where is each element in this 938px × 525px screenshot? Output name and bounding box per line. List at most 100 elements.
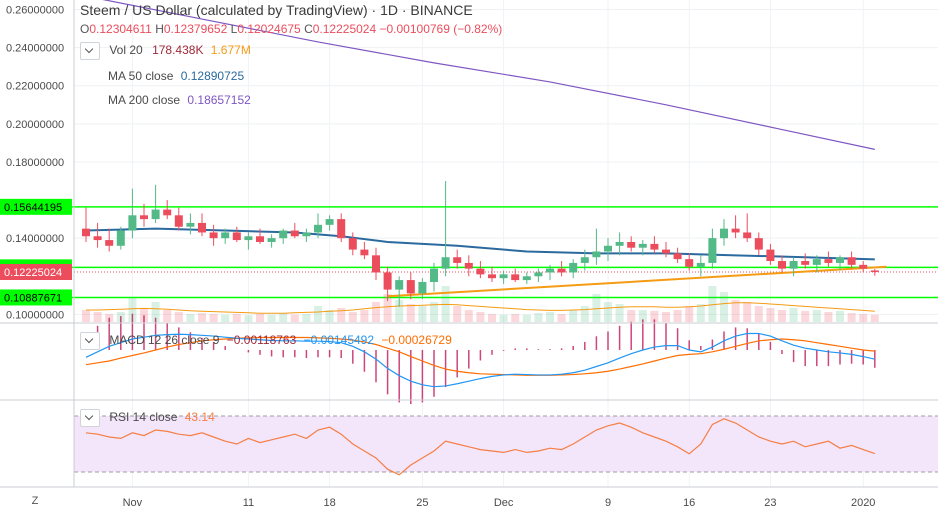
candle-body — [453, 257, 462, 263]
candle-body — [337, 219, 346, 239]
volume-bar — [743, 302, 752, 322]
upper-level-label: 0.15644195 — [4, 202, 62, 214]
time-tick-label: 16 — [683, 497, 695, 509]
horizontal-levels — [0, 206, 938, 299]
candle-body — [754, 238, 763, 250]
candle-body — [546, 268, 554, 273]
volume-bar — [592, 294, 601, 322]
candle-body — [685, 259, 694, 267]
volume-bar — [430, 302, 438, 322]
rsi-pane — [74, 415, 938, 476]
rsi-value: 43.14 — [184, 410, 215, 425]
zoom-reset-button[interactable]: Z — [31, 495, 39, 507]
change-value: −0.00100769 (−0.82%) — [379, 22, 503, 36]
collapse-rsi-button[interactable] — [80, 409, 100, 427]
time-tick-label: 11 — [243, 497, 254, 509]
volume-bar — [812, 310, 821, 322]
volume-bar — [232, 314, 241, 322]
candle-body — [662, 249, 670, 254]
candle-body — [441, 257, 450, 269]
candle-body — [708, 238, 717, 263]
candle-body — [314, 224, 322, 233]
volume-bar — [778, 310, 786, 322]
price-tick-label: 0.10000000 — [6, 309, 64, 321]
ma50-value: 0.12890725 — [180, 69, 245, 83]
candle-body — [406, 280, 415, 294]
symbol-title: Steem / US Dollar (calculated by Trading… — [80, 2, 473, 18]
candle-body — [290, 230, 299, 237]
axes: 0.26000000 0.24000000 0.22000000 0.20000000… — [0, 0, 938, 509]
volume-bar — [488, 314, 496, 322]
candle-body — [82, 228, 90, 237]
rsi-legend: RSI 14 close 43.14 — [80, 409, 215, 427]
candle-body — [302, 232, 311, 237]
macd-legend: MACD 12 26 close 9 −0.00118763 −0.001454… — [80, 332, 452, 350]
price-tick-label: 0.26000000 — [6, 5, 64, 17]
candle-body — [256, 236, 264, 242]
volume-bar — [209, 314, 218, 322]
price-tick-label: 0.14000000 — [6, 233, 64, 245]
candle-body — [673, 253, 682, 260]
volume-bar — [569, 310, 578, 322]
candle-body — [140, 215, 148, 220]
time-tick-label: 25 — [416, 497, 428, 509]
candle-body — [720, 228, 728, 239]
candle-body — [198, 222, 206, 233]
volume-bar — [267, 314, 276, 322]
ma200-legend: MA 200 close 0.18657152 — [108, 93, 251, 107]
candle-body — [488, 274, 496, 279]
volume-bar — [754, 306, 763, 322]
volume-bar — [314, 306, 322, 322]
close-label: C — [304, 22, 313, 36]
candle-body — [638, 243, 647, 248]
collapse-indicators-button[interactable] — [80, 42, 100, 60]
ma200-label: MA 200 close — [108, 93, 181, 107]
candle-body — [464, 262, 473, 269]
volume-bar — [302, 314, 311, 322]
candle-body — [615, 241, 624, 246]
time-tick-label: 18 — [323, 497, 335, 509]
candle-body — [430, 268, 438, 282]
volume-bar — [453, 306, 462, 322]
candle-body — [812, 259, 821, 265]
volume-bar — [383, 294, 392, 322]
volume-bar — [534, 313, 543, 322]
close-value: 0.12225024 — [312, 22, 377, 36]
volume-bar — [638, 310, 647, 322]
upper-level-label-box — [0, 198, 72, 215]
time-tick-label: Dec — [494, 497, 514, 509]
volume-bar — [522, 314, 531, 322]
volume-bar — [174, 312, 183, 322]
collapse-macd-button[interactable] — [80, 332, 100, 350]
volume-bar — [360, 310, 369, 322]
candlesticks[interactable] — [82, 181, 879, 307]
volume-bar — [93, 312, 102, 322]
volume-bar — [348, 312, 357, 322]
candle-body — [766, 249, 775, 262]
macd-signal-line — [85, 336, 875, 376]
candle-body — [534, 272, 543, 277]
volume-bar — [82, 310, 90, 322]
volume-bar — [163, 310, 172, 322]
vol-legend: Vol 20 178.438K 1.677M — [80, 42, 251, 60]
candle-body — [511, 274, 520, 281]
lower-level-label: 0.10887671 — [4, 292, 62, 304]
volume-bar — [279, 313, 288, 322]
candle-body — [232, 232, 241, 241]
volume-bar — [801, 310, 810, 322]
volume-bar — [673, 310, 682, 322]
volume-bar — [836, 310, 844, 322]
lower-level-label-box — [0, 289, 72, 306]
candle-body — [116, 230, 125, 246]
candle-body — [580, 257, 589, 263]
volume-bar — [731, 300, 740, 322]
candle-body — [244, 236, 253, 241]
candle-body — [395, 280, 404, 290]
candle-body — [557, 268, 566, 273]
price-tick-label: 0.22000000 — [6, 81, 64, 93]
candle-body — [824, 259, 833, 263]
candle-body — [360, 249, 369, 256]
macd-label: MACD 12 26 close 9 — [109, 333, 220, 348]
low-value: 0.12024675 — [237, 22, 301, 36]
